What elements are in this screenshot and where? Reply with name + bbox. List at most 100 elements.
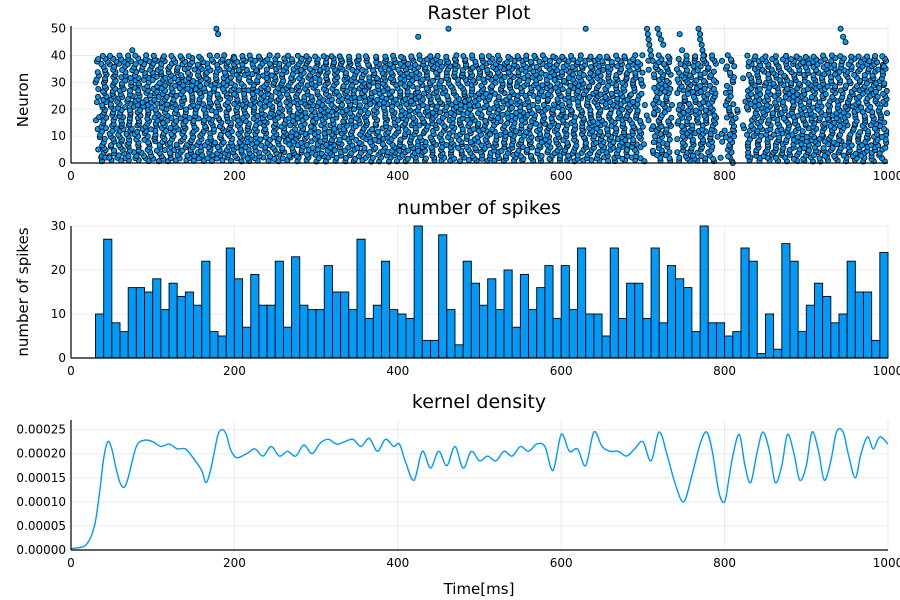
raster-point (466, 96, 473, 103)
histogram-bar (511, 326, 521, 359)
raster-point (371, 136, 378, 143)
raster-point (93, 99, 100, 106)
raster-xtick-label: 800 (713, 169, 736, 183)
raster-point (545, 104, 552, 111)
raster-point (408, 53, 415, 60)
density-ytick-label: 0.00025 (16, 423, 66, 437)
raster-point (540, 102, 547, 109)
raster-point (651, 71, 658, 78)
histogram-bar (740, 247, 750, 359)
raster-point (129, 47, 136, 54)
raster-point (530, 101, 537, 108)
raster-point (460, 53, 467, 60)
raster-point (772, 53, 779, 60)
raster-point (666, 149, 673, 156)
raster-point (505, 53, 512, 60)
raster-point (770, 110, 777, 117)
raster-point (497, 131, 504, 138)
raster-point (427, 53, 434, 60)
raster-point (588, 64, 595, 71)
raster-point (674, 66, 681, 73)
histogram-bar (413, 225, 423, 359)
raster-point (206, 52, 213, 59)
raster-point (858, 142, 865, 149)
raster-point (723, 134, 730, 141)
raster-point (475, 102, 482, 109)
raster-ytick-label: 30 (51, 75, 66, 89)
raster-point (744, 52, 751, 59)
histogram-bar (503, 269, 513, 359)
histogram-bar (658, 322, 668, 359)
histogram-bar (381, 260, 391, 359)
histogram-bar (544, 265, 554, 359)
histogram-bar (184, 291, 195, 359)
raster-point (455, 144, 462, 151)
raster-point (484, 66, 491, 73)
raster-point (810, 72, 817, 79)
raster-point (710, 155, 717, 162)
raster-point (414, 85, 421, 92)
raster-point (724, 114, 731, 121)
raster-point (494, 52, 501, 59)
histogram-bar (160, 309, 170, 359)
raster-point (160, 53, 167, 60)
raster-point (99, 102, 106, 109)
raster-point (828, 52, 835, 59)
raster-point (164, 101, 171, 108)
histogram-bar (479, 304, 489, 359)
raster-point (613, 52, 620, 59)
raster-point (428, 144, 435, 151)
raster-point (369, 126, 376, 133)
raster-xtick-label: 200 (223, 169, 246, 183)
raster-point (619, 155, 626, 162)
raster-point (830, 139, 837, 146)
raster-point (820, 145, 827, 152)
histogram-bar (781, 243, 791, 359)
raster-point (539, 52, 546, 59)
raster-point (685, 100, 692, 107)
histogram-bar (144, 291, 154, 359)
raster-point (434, 103, 441, 110)
raster-point (677, 61, 684, 68)
raster-point (810, 53, 817, 60)
raster-point (523, 52, 530, 59)
raster-point (744, 131, 751, 138)
raster-point (551, 101, 558, 108)
raster-point (244, 155, 251, 162)
raster-point (219, 157, 226, 164)
histogram-bar (356, 238, 366, 359)
raster-point (283, 91, 290, 98)
raster-point (829, 145, 836, 152)
raster-point (840, 33, 847, 40)
histogram-ylabel: number of spikes (14, 227, 32, 356)
histogram-bar (683, 287, 693, 359)
raster-point (802, 53, 809, 60)
raster-point (475, 120, 482, 127)
raster-point (463, 143, 470, 150)
raster-point (189, 144, 196, 151)
raster-point (857, 129, 864, 136)
histogram-bar (593, 313, 603, 359)
raster-point (593, 125, 600, 132)
raster-point (858, 104, 865, 111)
raster-point (397, 136, 404, 143)
raster-point (680, 109, 687, 116)
histogram-bar (487, 278, 497, 359)
raster-point (173, 118, 180, 125)
raster-point (539, 82, 546, 89)
raster-point (159, 120, 166, 127)
density-xtick-label: 600 (550, 556, 573, 570)
raster-point (798, 141, 805, 148)
histogram-bar (430, 339, 440, 359)
raster-point (514, 53, 521, 60)
raster-point (353, 136, 360, 143)
histogram-bar (609, 247, 619, 359)
histogram-bar (732, 331, 742, 359)
raster-point (95, 93, 102, 100)
raster-point (184, 85, 191, 92)
histogram-bar (201, 260, 211, 359)
raster-point (478, 142, 485, 149)
histogram-bar (626, 282, 636, 359)
raster-point (690, 93, 697, 100)
raster-point (381, 64, 388, 71)
